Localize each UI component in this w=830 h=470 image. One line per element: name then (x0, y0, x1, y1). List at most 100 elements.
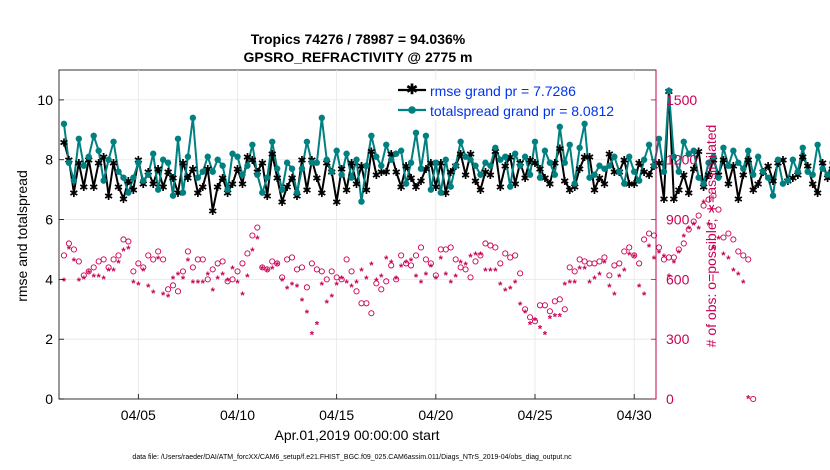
obs-possible-point (174, 288, 182, 295)
rmse-point: ✱ (535, 164, 544, 176)
obs-possible-point (60, 252, 68, 259)
obs-possible-point (199, 256, 206, 263)
totalspread-point (169, 192, 177, 199)
rmse-point: ✱ (699, 182, 708, 194)
totalspread-point (507, 183, 514, 190)
totalspread-point (626, 153, 633, 160)
rmse-point: ✱ (803, 161, 812, 173)
obs-assimilated-point: * (528, 320, 533, 332)
obs-possible-point (353, 288, 360, 295)
rmse-point: ✱ (565, 185, 574, 197)
obs-possible-point (234, 268, 241, 275)
obs-assimilated-point: * (275, 260, 280, 272)
obs-assimilated-point: * (488, 266, 493, 278)
totalspread-point (402, 180, 410, 187)
totalspread-point (313, 159, 321, 166)
obs-possible-point (269, 258, 276, 265)
obs-possible-point (303, 284, 310, 291)
obs-possible-point (690, 218, 697, 225)
obs-assimilated-point: * (419, 278, 424, 290)
totalspread-point (259, 189, 266, 196)
rmse-point: ✱ (788, 173, 797, 185)
obs-possible-point (497, 260, 504, 267)
obs-assimilated-point: * (478, 250, 483, 262)
rmse-point: ✱ (347, 158, 356, 170)
rmse-point: ✱ (630, 179, 639, 191)
obs-assimilated-point: * (72, 256, 77, 268)
obs-possible-point (125, 238, 132, 245)
obs-assimilated-point: * (171, 274, 176, 286)
obs-possible-point (715, 206, 722, 213)
obs-assimilated-point: * (538, 324, 543, 336)
totalspread-point (432, 159, 440, 166)
rmse-point: ✱ (89, 182, 98, 194)
rmse-point: ✱ (168, 173, 177, 185)
rmse-point: ✱ (397, 182, 406, 194)
rmse-point: ✱ (372, 170, 381, 182)
obs-possible-point (417, 244, 425, 251)
rmse-point: ✱ (59, 137, 68, 149)
x-tick-label: 04/05 (121, 407, 156, 423)
obs-assimilated-point: * (627, 250, 632, 262)
rmse-point: ✱ (823, 173, 830, 185)
rmse-point: ✱ (635, 158, 644, 170)
totalspread-point (234, 153, 241, 160)
obs-possible-point (284, 256, 291, 263)
obs-possible-point (160, 256, 167, 263)
obs-assimilated-point: * (558, 312, 563, 324)
obs-possible-point (179, 268, 187, 275)
obs-possible-point (150, 256, 157, 263)
obs-possible-point (502, 250, 509, 257)
rmse-point: ✱ (778, 155, 787, 167)
rmse-point: ✱ (654, 158, 663, 170)
obs-assimilated-point: * (310, 330, 315, 342)
totalspread-point (288, 165, 296, 172)
obs-assimilated-point: * (592, 274, 597, 286)
totalspread-point (95, 147, 102, 154)
obs-assimilated-point: * (597, 270, 602, 282)
obs-assimilated-point: * (116, 258, 121, 270)
rmse-point: ✱ (590, 185, 599, 197)
obs-assimilated-point: * (359, 266, 364, 278)
totalspread-point (338, 171, 345, 178)
rmse-point: ✱ (263, 191, 272, 203)
totalspread-point (799, 144, 806, 151)
totalspread-point (159, 156, 167, 163)
obs-assimilated-point: * (220, 270, 225, 282)
totalspread-point (670, 153, 678, 160)
data-file-footer: data file: /Users/raeder/DAI/ATM_forcXX/… (132, 454, 572, 461)
obs-assimilated-point: * (82, 274, 87, 286)
obs-possible-point (492, 244, 499, 251)
totalspread-point (174, 135, 182, 142)
obs-possible-point (675, 246, 682, 253)
obs-possible-point (120, 236, 127, 243)
rmse-point: ✱ (387, 149, 396, 161)
x-tick-label: 04/20 (418, 407, 453, 423)
totalspread-point (154, 186, 162, 193)
obs-possible-point (531, 318, 539, 325)
obs-possible-point (333, 274, 340, 281)
rmse-point: ✱ (109, 158, 118, 170)
obs-possible-point (244, 250, 251, 257)
obs-possible-point (720, 234, 727, 241)
obs-possible-point (447, 244, 454, 251)
totalspread-point (348, 174, 355, 181)
totalspread-point (373, 153, 380, 160)
totalspread-point (363, 162, 370, 169)
rmse-point: ✱ (461, 170, 470, 182)
obs-possible-point (403, 260, 410, 267)
obs-assimilated-point: * (711, 244, 716, 256)
rmse-point: ✱ (84, 155, 93, 167)
rmse-point: ✱ (238, 179, 247, 191)
rmse-point: ✱ (729, 161, 738, 173)
obs-possible-point (735, 248, 742, 255)
obs-assimilated-point: * (394, 274, 399, 286)
totalspread-point (343, 150, 350, 157)
rmse-point: ✱ (104, 191, 113, 203)
obs-assimilated-point: * (577, 264, 582, 276)
obs-assimilated-point: * (364, 274, 369, 286)
obs-possible-point (591, 260, 598, 267)
obs-assimilated-point: * (439, 254, 444, 266)
totalspread-point (378, 162, 385, 169)
obs-possible-point (378, 286, 385, 293)
